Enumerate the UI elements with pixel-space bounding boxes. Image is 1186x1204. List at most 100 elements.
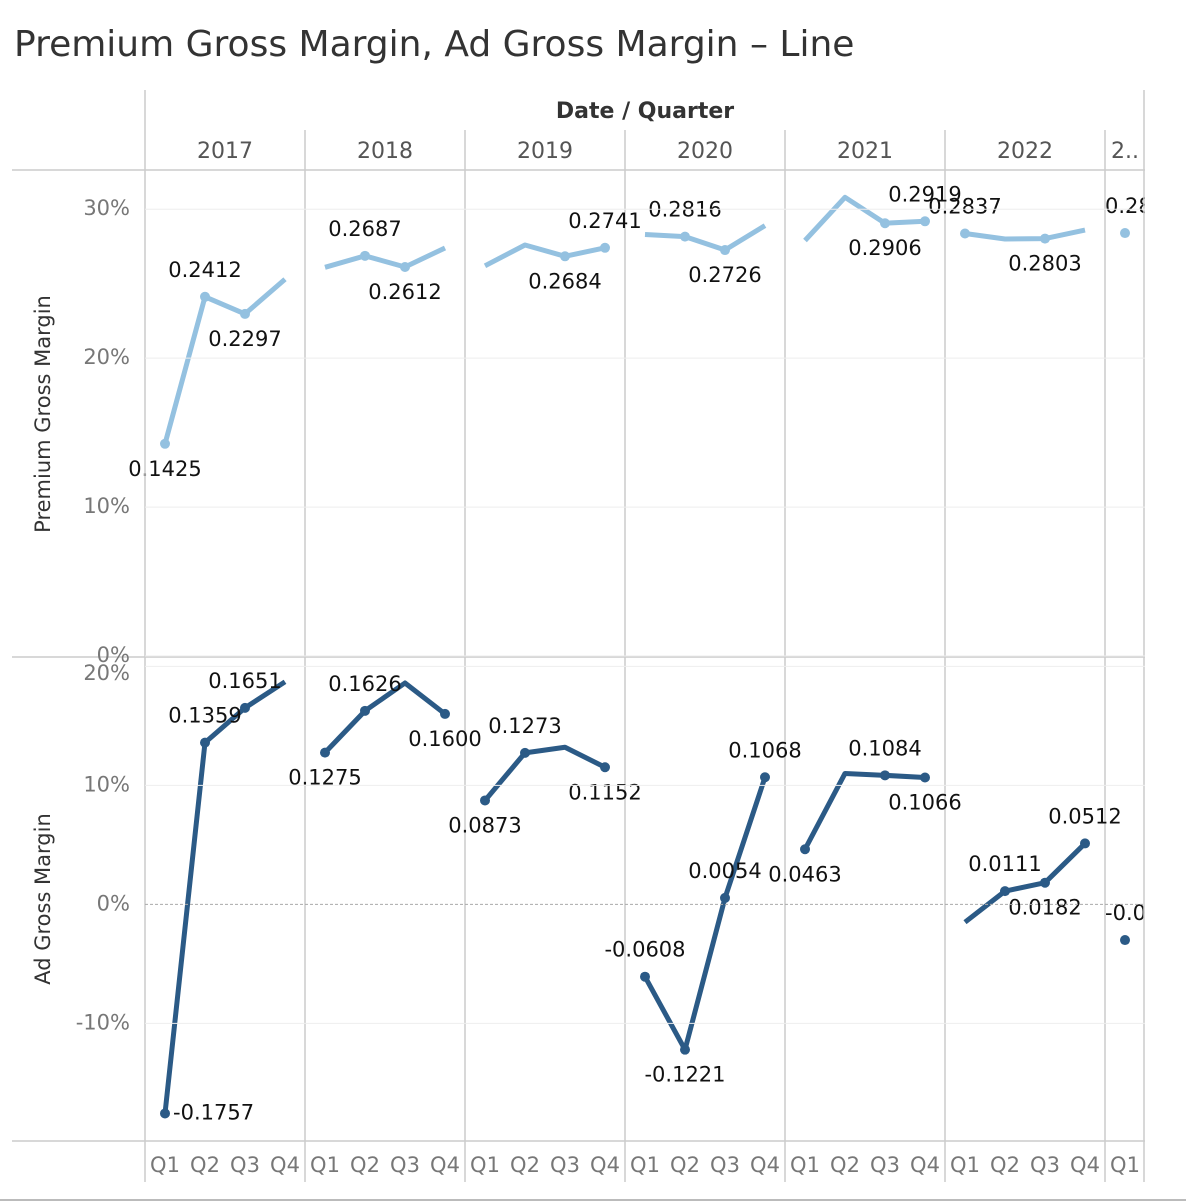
point [360,250,370,261]
column-header: Date / Quarter [556,99,734,124]
point [600,242,610,253]
y-tick-label: 20% [83,661,130,685]
x-tick-label: Q3 [1030,1153,1060,1177]
point [680,1044,690,1055]
point [920,216,930,227]
line [964,227,1086,242]
data-label: 0.2297 [208,327,281,351]
year-label: 2017 [197,139,253,164]
data-label: 0.0054 [688,859,761,883]
line [162,679,287,1114]
point [1120,228,1130,239]
point [720,892,730,903]
data-label: 0.1273 [488,714,561,738]
y-tick-label: 10% [83,772,130,796]
data-label: 0.2684 [528,269,601,293]
x-tick-label: Q2 [830,1153,860,1177]
data-label: -0.1221 [644,1063,725,1087]
point [880,770,890,781]
year-label: 2021 [837,139,893,164]
x-tick-label: Q2 [670,1153,700,1177]
data-label: 0.2412 [168,258,241,282]
point [320,747,330,758]
data-label: 0.1275 [288,766,361,790]
point [760,772,770,783]
point [800,844,810,855]
line [323,680,447,755]
data-label: 0.0463 [768,862,841,886]
data-label: 0.2726 [688,263,761,287]
line [963,841,1087,925]
x-tick-label: Q3 [550,1153,580,1177]
point [960,228,970,239]
x-tick-label: Q2 [990,1153,1020,1177]
point [1000,886,1010,897]
y-tick-label: -10% [76,1010,130,1034]
point [720,245,730,256]
data-label: 0.2906 [848,236,921,260]
data-label: 0.0512 [1048,804,1121,828]
y-tick-label: 10% [83,494,130,518]
point [1080,838,1090,849]
x-tick-label: Q1 [630,1153,660,1177]
data-label: 0.1066 [888,790,961,814]
year-label: 2020 [677,139,733,164]
line [803,194,926,243]
data-label: 0.1600 [408,727,481,751]
x-tick-label: Q4 [750,1153,780,1177]
point [200,737,210,748]
x-tick-label: Q4 [590,1153,620,1177]
data-label: 0.1068 [728,738,801,762]
x-tick-label: Q3 [710,1153,740,1177]
point [440,708,450,719]
point [1120,935,1130,946]
y-tick-label: 0% [97,643,130,667]
data-label: 0.2612 [368,280,441,304]
data-label: 0.2803 [1008,252,1081,276]
x-tick-label: Q3 [870,1153,900,1177]
line [162,277,287,445]
data-label: 0.1626 [328,672,401,696]
point [360,705,370,716]
chart-title: Premium Gross Margin, Ad Gross Margin – … [14,24,854,65]
line [644,223,767,253]
year-label: 2018 [357,139,413,164]
line [642,776,768,1053]
point [600,762,610,773]
data-label: 0.0873 [448,813,521,837]
point [880,218,890,229]
point [520,747,530,758]
y-tick-label: 20% [83,345,130,369]
line [483,744,607,803]
x-tick-label: Q1 [790,1153,820,1177]
line [483,242,606,269]
x-tick-label: Q3 [230,1153,260,1177]
point [240,308,250,319]
x-tick-label: Q4 [270,1153,300,1177]
point [200,291,210,302]
point [560,251,570,262]
point [1040,877,1050,888]
point [240,702,250,713]
x-tick-label: Q1 [150,1153,180,1177]
series [160,194,1130,449]
x-tick-label: Q4 [1070,1153,1100,1177]
data-label: 0.1359 [168,704,241,728]
year-label: 2.. [1111,139,1139,164]
point [920,772,930,783]
x-tick-label: Q1 [950,1153,980,1177]
series [160,679,1130,1119]
year-label: 2022 [997,139,1053,164]
x-tick-label: Q1 [310,1153,340,1177]
x-tick-label: Q2 [350,1153,380,1177]
x-tick-label: Q1 [470,1153,500,1177]
point [160,438,170,449]
x-tick-label: Q4 [910,1153,940,1177]
y-tick-label: 30% [83,196,130,220]
axis-title: Premium Gross Margin [31,295,55,533]
data-label: -0.1757 [173,1100,254,1124]
line [802,770,926,851]
point [480,795,490,806]
axis-title: Ad Gross Margin [31,813,55,985]
